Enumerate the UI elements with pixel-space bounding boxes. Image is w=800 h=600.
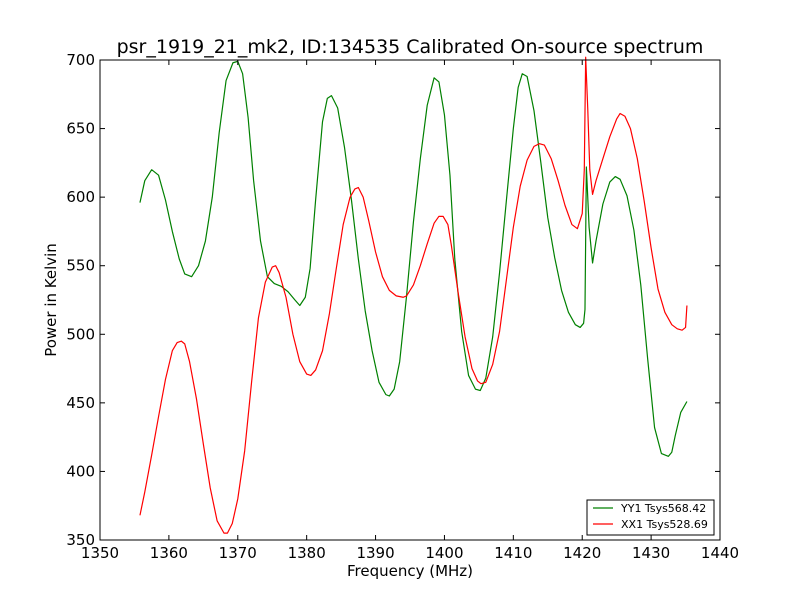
y-tick-label: 500 xyxy=(66,325,95,343)
plot-area xyxy=(99,56,721,541)
x-tick-label: 1360 xyxy=(150,544,188,562)
x-tick-label: 1370 xyxy=(219,544,257,562)
series-line-xx1 xyxy=(139,56,688,534)
x-tick-label: 1440 xyxy=(701,544,739,562)
y-tick-labels: 350 400 450 500 550 600 650 700 xyxy=(66,51,95,549)
x-tick-label: 1430 xyxy=(632,544,670,562)
y-axis-title: Power in Kelvin xyxy=(42,243,60,357)
x-tick-label: 1350 xyxy=(81,544,119,562)
y-tick-label: 600 xyxy=(66,188,95,206)
y-tick-label: 650 xyxy=(66,120,95,138)
legend-label-yy1: YY1 Tsys568.42 xyxy=(620,502,706,515)
legend: YY1 Tsys568.42 XX1 Tsys528.69 xyxy=(586,499,715,536)
x-tick-label: 1390 xyxy=(356,544,394,562)
x-tick-label: 1410 xyxy=(494,544,532,562)
x-tick-labels: 1350 1360 1370 1380 1390 1400 1410 1420 1430 1440 xyxy=(81,544,739,562)
legend-box xyxy=(586,499,715,536)
y-tick-label: 700 xyxy=(66,51,95,69)
y-tick-label: 550 xyxy=(66,257,95,275)
x-tick-label: 1420 xyxy=(563,544,601,562)
plot-frame xyxy=(99,59,721,541)
x-axis-title: Frequency (MHz) xyxy=(347,562,473,580)
x-tick-label: 1380 xyxy=(288,544,326,562)
plot-background xyxy=(100,60,720,540)
y-tick-label: 350 xyxy=(66,531,95,549)
legend-label-xx1: XX1 Tsys528.69 xyxy=(621,518,708,531)
y-tick-label: 450 xyxy=(66,394,95,412)
series-layer xyxy=(139,56,688,534)
y-tick-label: 400 xyxy=(66,462,95,480)
x-tick-label: 1400 xyxy=(425,544,463,562)
series-line-yy1 xyxy=(139,60,688,457)
chart-title: psr_1919_21_mk2, ID:134535 Calibrated On… xyxy=(117,36,704,58)
